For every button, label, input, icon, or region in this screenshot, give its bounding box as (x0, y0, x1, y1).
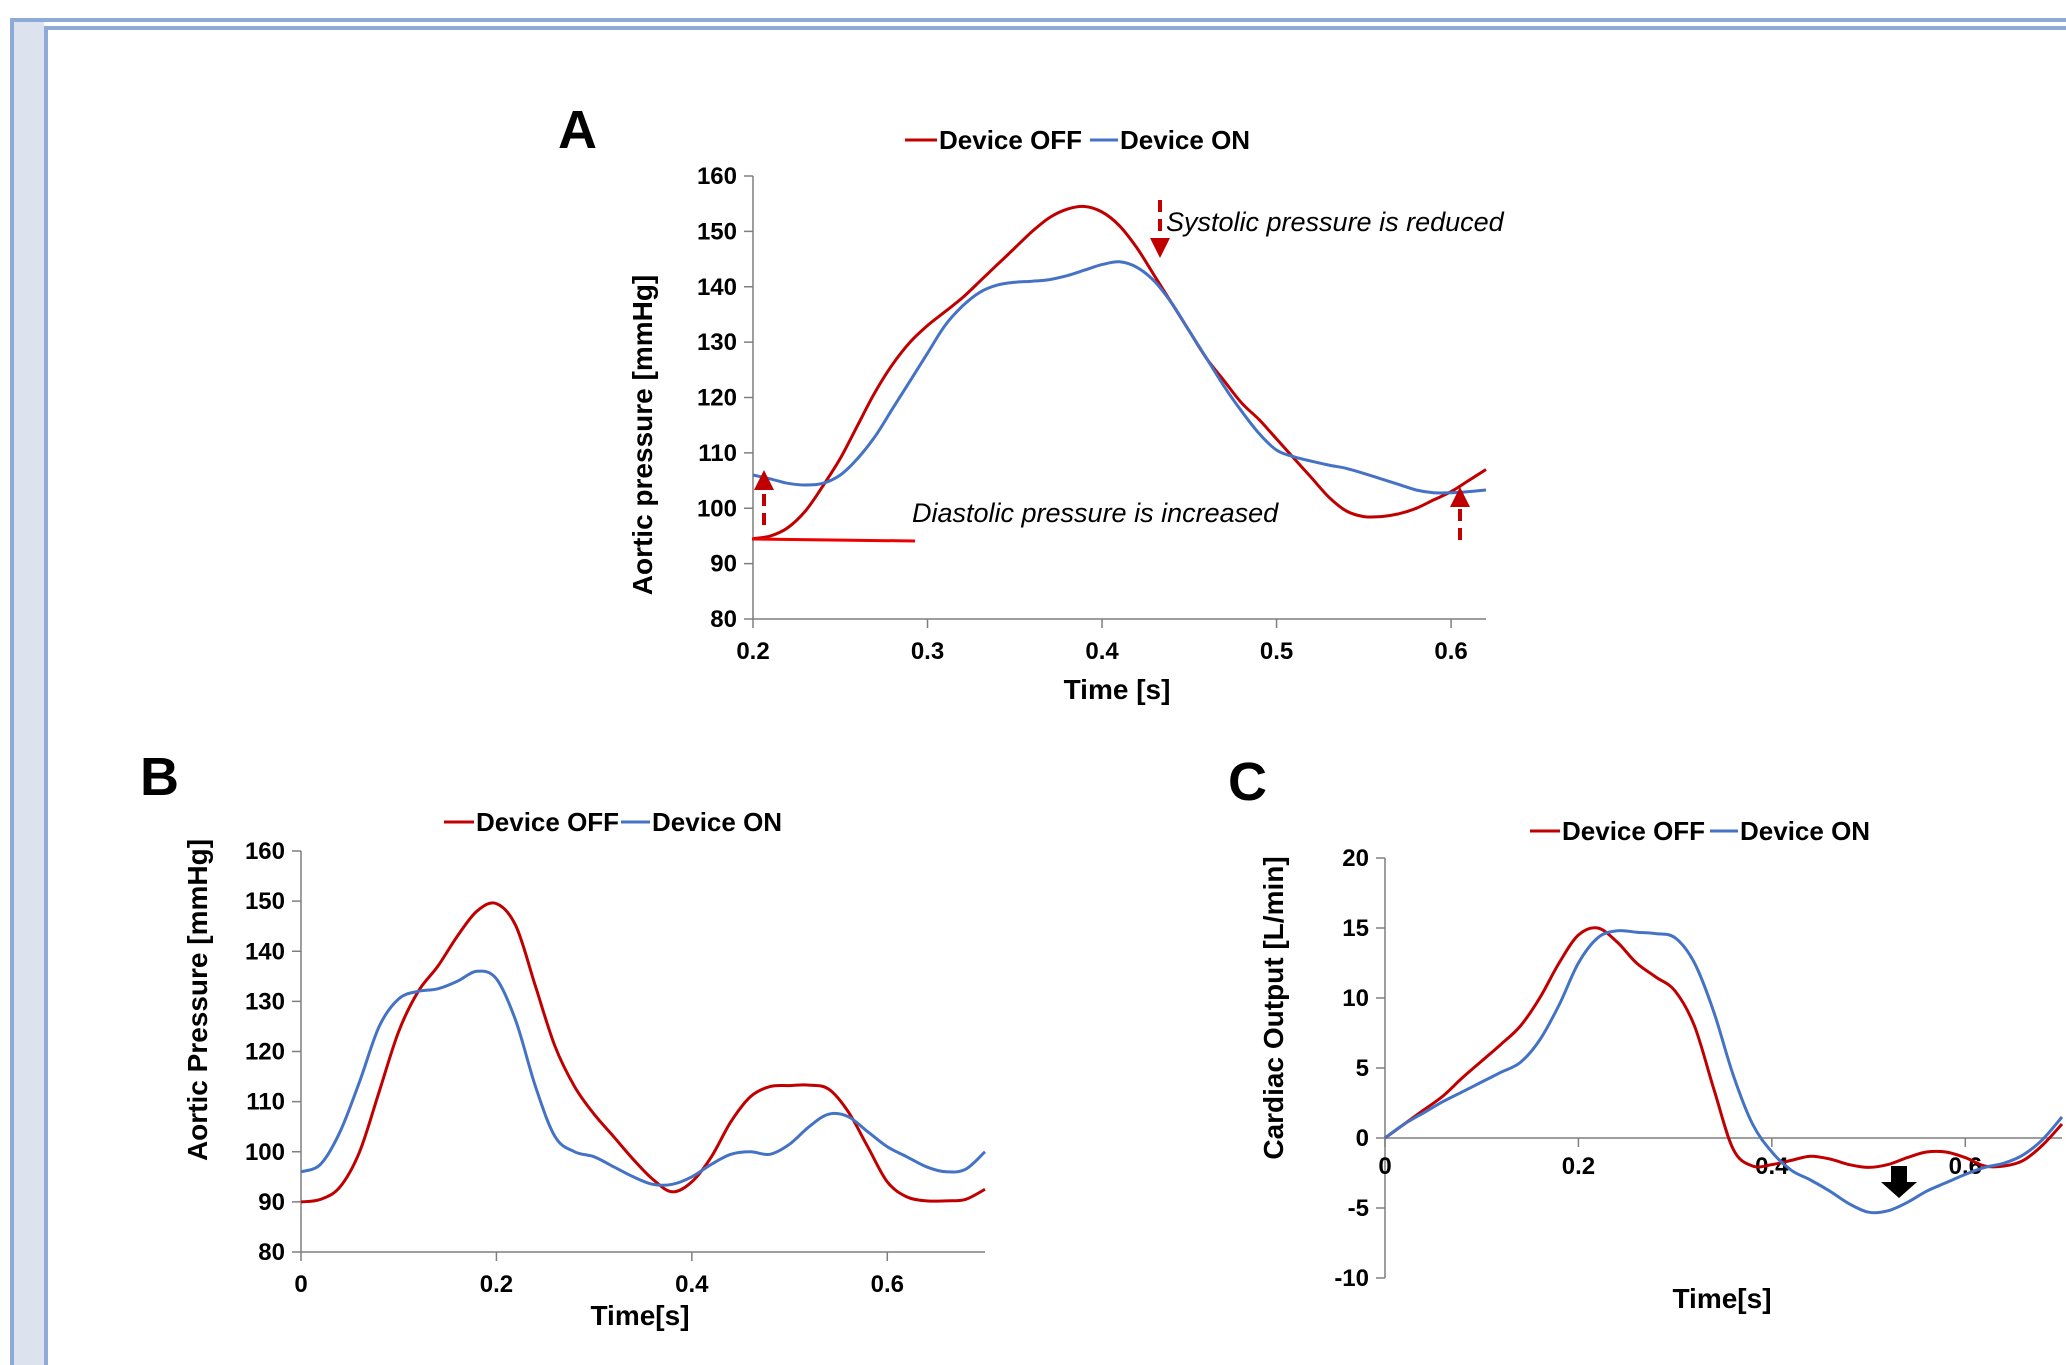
legend-label-on: Device ON (1740, 816, 1870, 846)
y-tick-label: 100 (697, 495, 737, 522)
y-tick-label: 160 (697, 163, 737, 190)
series-b (300, 901, 987, 1204)
x-tick-label: 0.4 (675, 1271, 709, 1298)
series-line-device-off (752, 204, 1487, 541)
panel-c: C Device OFF Device ON -10 -5 0 5 10 15 20 0 0.2… (1228, 752, 2064, 1314)
axes-b: 80 90 100 110 120 130 140 150 160 0 0.2 0.4 0.6 (245, 838, 985, 1298)
y-axis-title-b: Aortic Pressure [mmHg] (182, 839, 213, 1161)
y-tick-label: 120 (697, 385, 737, 412)
legend-c: Device OFF Device ON (1530, 816, 1870, 846)
series-line-device-on (300, 969, 987, 1187)
y-tick-label: 110 (246, 1089, 285, 1116)
x-tick-label: 0 (1378, 1153, 1391, 1180)
y-tick-label: 5 (1356, 1055, 1369, 1082)
y-tick-label: 10 (1342, 985, 1369, 1012)
diastolic-reference-line (751, 537, 916, 543)
panel-label-a: A (558, 100, 597, 160)
panel-label-b: B (140, 747, 179, 807)
legend-label-on: Device ON (1120, 125, 1250, 155)
annotation-diastolic: Diastolic pressure is increased (912, 498, 1279, 528)
x-axis-title-b: Time[s] (590, 1300, 689, 1331)
y-tick-label: 0 (1356, 1125, 1369, 1152)
x-axis-title-c: Time[s] (1672, 1283, 1771, 1314)
y-axis-title-c: Cardiac Output [L/min] (1258, 856, 1289, 1159)
panel-label-c: C (1228, 752, 1267, 812)
outer-frame (10, 18, 2066, 1365)
x-tick-label: 0.5 (1260, 638, 1293, 665)
y-tick-label: 140 (697, 274, 737, 301)
panel-b: B Device OFF Device ON 80 90 100 110 120 130 1… (140, 747, 987, 1331)
x-tick-label: 0.2 (480, 1271, 513, 1298)
y-tick-label: 130 (245, 988, 285, 1015)
y-tick-label: 90 (710, 551, 737, 578)
y-axis-title-a: Aortic pressure [mmHg] (627, 275, 658, 596)
y-tick-label: 15 (1342, 915, 1369, 942)
left-border-strip (14, 22, 44, 1365)
series-line-device-on (1384, 929, 2064, 1215)
series-c (1384, 926, 2064, 1215)
x-tick-label: 0.3 (911, 638, 944, 665)
y-tick-label: -5 (1348, 1195, 1369, 1222)
legend-label-off: Device OFF (476, 807, 619, 837)
y-tick-label: -10 (1334, 1265, 1369, 1292)
panel-a: A Device OFF Device ON 80 90 100 110 120 130 1… (558, 100, 1505, 705)
y-tick-label: 110 (698, 440, 737, 467)
x-tick-label: 0.6 (1434, 638, 1467, 665)
y-tick-label: 120 (245, 1039, 285, 1066)
y-tick-label: 140 (245, 938, 285, 965)
legend-label-off: Device OFF (1562, 816, 1705, 846)
series-a (752, 204, 1487, 541)
y-tick-label: 160 (245, 838, 285, 865)
y-tick-label: 100 (245, 1139, 285, 1166)
axes-a: 80 90 100 110 120 130 140 150 160 0.2 0.3 0.4 0.5 0.6 (697, 163, 1486, 665)
y-tick-label: 90 (258, 1189, 285, 1216)
y-tick-label: 150 (245, 888, 285, 915)
x-tick-label: 0 (294, 1271, 307, 1298)
series-line-device-off (1384, 926, 2064, 1169)
x-tick-label: 0.4 (1085, 638, 1119, 665)
legend-a: Device OFF Device ON (905, 125, 1250, 155)
series-line-device-on (752, 260, 1487, 495)
down-arrow-marker (1881, 1166, 1917, 1198)
y-tick-label: 20 (1342, 845, 1369, 872)
x-tick-label: 0.2 (736, 638, 769, 665)
x-axis-title-a: Time [s] (1064, 674, 1171, 705)
y-tick-label: 80 (258, 1239, 285, 1266)
x-tick-label: 0.2 (1562, 1153, 1595, 1180)
annotation-systolic: Systolic pressure is reduced (1166, 207, 1505, 237)
legend-label-on: Device ON (652, 807, 782, 837)
series-line-device-off (300, 901, 986, 1204)
legend-b: Device OFF Device ON (444, 807, 782, 837)
y-tick-label: 130 (697, 329, 737, 356)
x-tick-label: 0.6 (871, 1271, 904, 1298)
y-tick-label: 80 (710, 606, 737, 633)
legend-label-off: Device OFF (939, 125, 1082, 155)
y-tick-label: 150 (697, 218, 737, 245)
